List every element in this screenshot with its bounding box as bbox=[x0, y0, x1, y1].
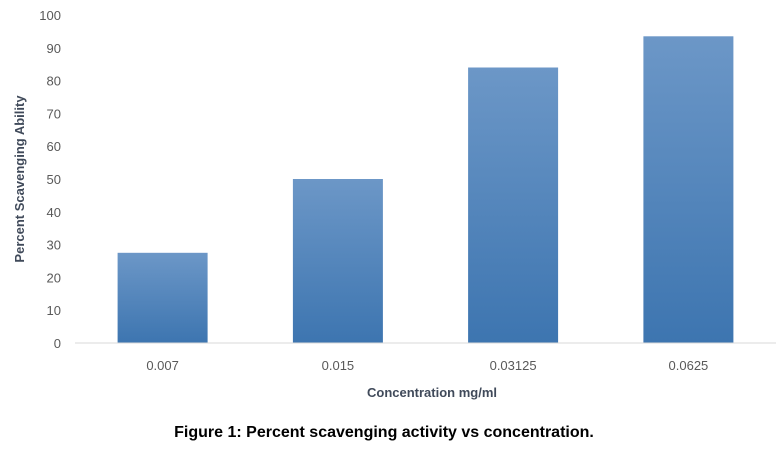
x-tick-label: 0.03125 bbox=[490, 358, 537, 373]
y-tick-label: 60 bbox=[47, 139, 61, 154]
y-tick-label: 50 bbox=[47, 172, 61, 187]
y-tick-label: 30 bbox=[47, 238, 61, 253]
bar bbox=[117, 252, 208, 343]
x-axis-ticks: 0.007 0.015 0.03125 0.0625 bbox=[146, 358, 708, 373]
bar bbox=[468, 67, 559, 343]
y-tick-label: 20 bbox=[47, 270, 61, 285]
y-tick-label: 40 bbox=[47, 205, 61, 220]
y-tick-label: 80 bbox=[47, 74, 61, 89]
x-tick-label: 0.007 bbox=[146, 358, 179, 373]
y-axis-title: Percent Scavenging Ability bbox=[12, 95, 27, 263]
y-tick-label: 90 bbox=[47, 41, 61, 56]
x-tick-label: 0.0625 bbox=[669, 358, 709, 373]
bars bbox=[117, 36, 734, 344]
y-tick-label: 100 bbox=[39, 8, 61, 23]
bar bbox=[643, 36, 734, 344]
x-axis-title: Concentration mg/ml bbox=[367, 385, 497, 400]
y-axis-ticks: 0 10 20 30 40 50 60 70 80 90 100 bbox=[39, 8, 61, 351]
x-tick-label: 0.015 bbox=[322, 358, 355, 373]
y-tick-label: 10 bbox=[47, 303, 61, 318]
y-tick-label: 0 bbox=[54, 336, 61, 351]
bar bbox=[292, 179, 383, 343]
y-tick-label: 70 bbox=[47, 106, 61, 121]
figure-caption: Figure 1: Percent scavenging activity vs… bbox=[174, 424, 594, 441]
